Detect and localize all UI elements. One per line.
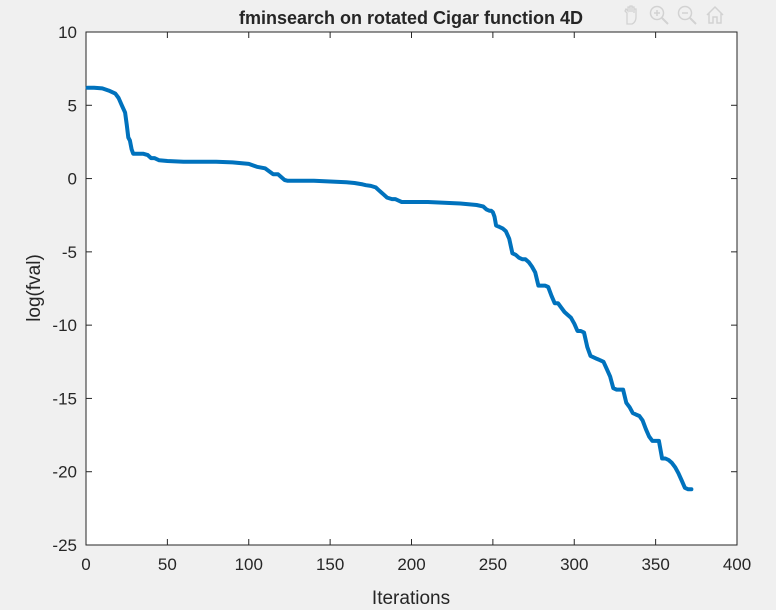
plot-area	[85, 31, 738, 546]
tick-labels: 0 50 100 150 200 250 300 350 4001050-5-10-15-20-…	[52, 23, 751, 574]
y-tick-label: -20	[52, 463, 77, 482]
series-line-0	[85, 85, 694, 492]
y-axis-label: log(fval)	[24, 254, 45, 322]
x-tick-label: 100	[235, 555, 263, 574]
y-tick-label: -15	[52, 389, 77, 408]
x-tick-label: 150	[316, 555, 344, 574]
x-tick-label: 50	[158, 555, 177, 574]
x-tick-label: 350	[641, 555, 669, 574]
x-tick-label: 250	[479, 555, 507, 574]
x-axis-label: Iterations	[372, 588, 450, 609]
home-icon[interactable]	[704, 4, 726, 26]
y-tick-label: 10	[58, 23, 77, 42]
figure-toolbar	[590, 2, 740, 28]
x-tick-label: 0	[81, 555, 90, 574]
y-tick-label: -25	[52, 536, 77, 555]
pan-icon[interactable]	[620, 4, 642, 26]
y-tick-label: 5	[68, 96, 77, 115]
zoom-in-icon[interactable]	[648, 4, 670, 26]
x-tick-label: 400	[723, 555, 751, 574]
y-tick-label: 0	[68, 170, 77, 189]
zoom-out-icon[interactable]	[676, 4, 698, 26]
y-tick-label: -5	[62, 243, 77, 262]
x-tick-label: 200	[397, 555, 425, 574]
x-tick-label: 300	[560, 555, 588, 574]
chart-title: fminsearch on rotated Cigar function 4D	[239, 8, 583, 28]
y-tick-label: -10	[52, 316, 77, 335]
ticks	[85, 31, 738, 546]
